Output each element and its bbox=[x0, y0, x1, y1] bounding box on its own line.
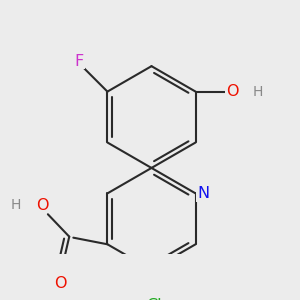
Text: H: H bbox=[11, 198, 21, 212]
Text: O: O bbox=[226, 84, 239, 99]
Text: N: N bbox=[197, 186, 209, 201]
Text: O: O bbox=[54, 277, 67, 292]
Text: F: F bbox=[75, 54, 84, 69]
Text: O: O bbox=[37, 198, 49, 213]
Text: H: H bbox=[253, 85, 263, 99]
Text: Cl: Cl bbox=[146, 298, 162, 300]
